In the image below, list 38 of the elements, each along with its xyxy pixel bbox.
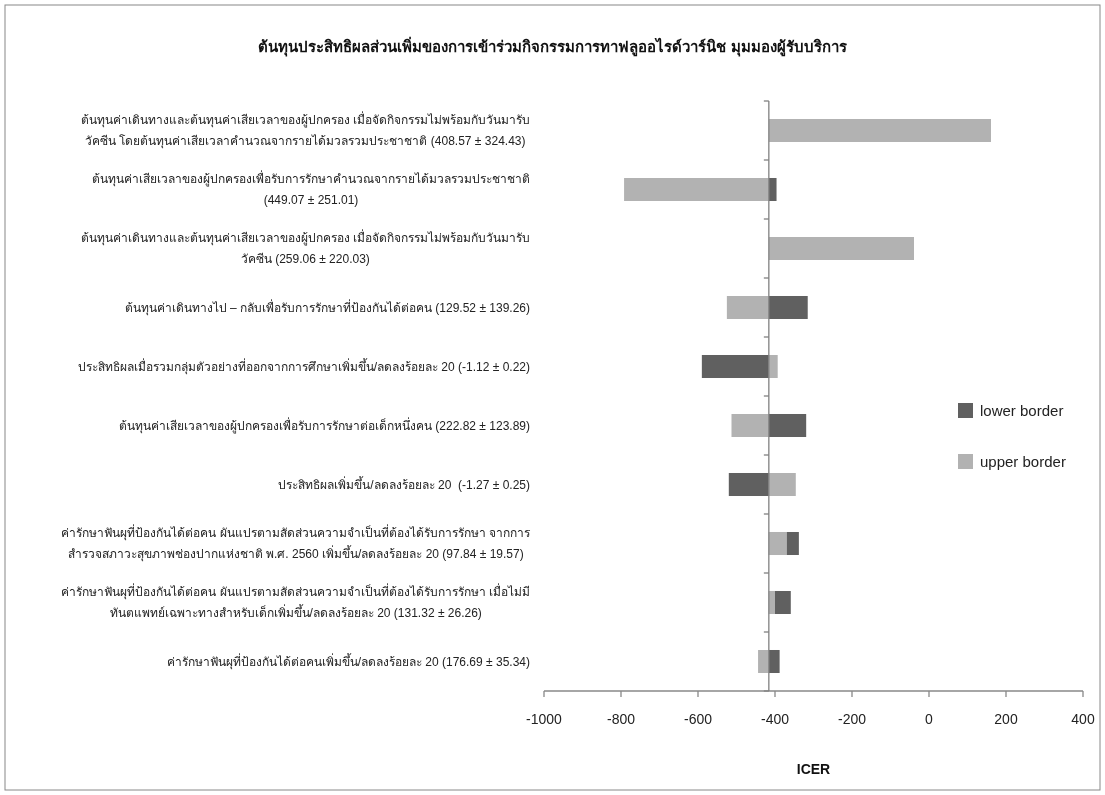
bar bbox=[768, 296, 808, 320]
legend-label: lower border bbox=[980, 402, 1064, 419]
y-tick-label: ค่ารักษาฟันผุที่ป้องกันได้ต่อคน ผันแปรตามสัดส่วนความจำเป็นที่ต้องได้รับการรักษา เมื่อไม่มี ทันตแพทย์เฉพาะทางสำหรับเด็กเพิ่มขึ้น/ลดลงร้อยละ 20 (131.32 ± 26.26) bbox=[61, 582, 530, 622]
bar bbox=[768, 355, 778, 379]
y-tick-label: ค่ารักษาฟันผุที่ป้องกันได้ต่อคน ผันแปรตามสัดส่วนความจำเป็นที่ต้องได้รับการรักษา จากการ สำรวจสภาวะสุขภาพช่องปากแห่งชาติ พ.ศ. 2560 เพิ่มขึ้น/ลดลงร้อยละ 20 (97.84 ± 19.57) bbox=[61, 523, 530, 564]
x-axis-title: ICER bbox=[796, 761, 831, 777]
bar bbox=[768, 119, 991, 143]
bar bbox=[731, 414, 769, 438]
x-tick-label: 200 bbox=[994, 711, 1018, 727]
bar bbox=[758, 650, 769, 674]
x-tick-label: 0 bbox=[925, 711, 934, 727]
y-tick-label: ค่ารักษาฟันผุที่ป้องกันได้ต่อคนเพิ่มขึ้น/ลดลงร้อยละ 20 (176.69 ± 35.34) bbox=[166, 652, 530, 672]
y-tick-label: ต้นทุนค่าเดินทางไป – กลับเพื่อรับการรักษาที่ป้องกันได้ต่อคน (129.52 ± 139.26) bbox=[124, 298, 530, 318]
bar bbox=[768, 650, 780, 674]
legend-label: upper border bbox=[980, 453, 1066, 470]
x-tick-label: -800 bbox=[606, 711, 636, 727]
chart-title: ต้นทุนประสิทธิผลส่วนเพิ่มของการเข้าร่วมกิจกรรมการทาฟลูออไรด์วาร์นิช มุมมองผู้รับบริการ bbox=[258, 36, 848, 57]
y-tick-label: ต้นทุนค่าเดินทางและต้นทุนค่าเสียเวลาของผู้ปกครอง เมื่อจัดกิจกรรมไม่พร้อมกับวันมารับ วัคซีน โดยต้นทุนค่าเสียเวลาคำนวณจากรายได้มวลรวมประชาชาติ (408.57 ± 324.43) bbox=[80, 110, 530, 151]
bar bbox=[768, 591, 775, 615]
bar bbox=[728, 473, 769, 497]
bar bbox=[768, 473, 796, 497]
y-tick-label: ประสิทธิผลเพิ่มขึ้น/ลดลงร้อยละ 20 (-1.27 ± 0.25) bbox=[278, 475, 530, 494]
bar bbox=[701, 355, 769, 379]
y-tick-label: ประสิทธิผลเมื่อรวมกลุ่มตัวอย่างที่ออกจากการศึกษาเพิ่มขึ้น/ลดลงร้อยละ 20 (-1.12 ± 0.22) bbox=[77, 357, 530, 377]
x-tick-label: 400 bbox=[1071, 711, 1095, 727]
y-tick-label: ต้นทุนค่าเสียเวลาของผู้ปกครองเพื่อรับการรักษาคำนวณจากรายได้มวลรวมประชาชาติ (449.07 ± 251.01) bbox=[92, 169, 530, 209]
bar bbox=[768, 237, 914, 261]
bar bbox=[768, 178, 777, 202]
y-tick-label: ต้นทุนค่าเสียเวลาของผู้ปกครองเพื่อรับการรักษาต่อเด็กหนึ่งคน (222.82 ± 123.89) bbox=[119, 416, 530, 436]
x-tick-label: -200 bbox=[837, 711, 867, 727]
bar bbox=[768, 414, 807, 438]
bar bbox=[726, 296, 769, 320]
y-tick-label: ต้นทุนค่าเดินทางและต้นทุนค่าเสียเวลาของผู้ปกครอง เมื่อจัดกิจกรรมไม่พร้อมกับวันมารับ วัคซีน (259.06 ± 220.03) bbox=[80, 228, 530, 268]
x-tick-label: -600 bbox=[683, 711, 713, 727]
x-tick-label: -400 bbox=[760, 711, 790, 727]
bar bbox=[624, 178, 769, 202]
bar bbox=[768, 532, 787, 556]
x-tick-label: -1000 bbox=[526, 711, 563, 727]
